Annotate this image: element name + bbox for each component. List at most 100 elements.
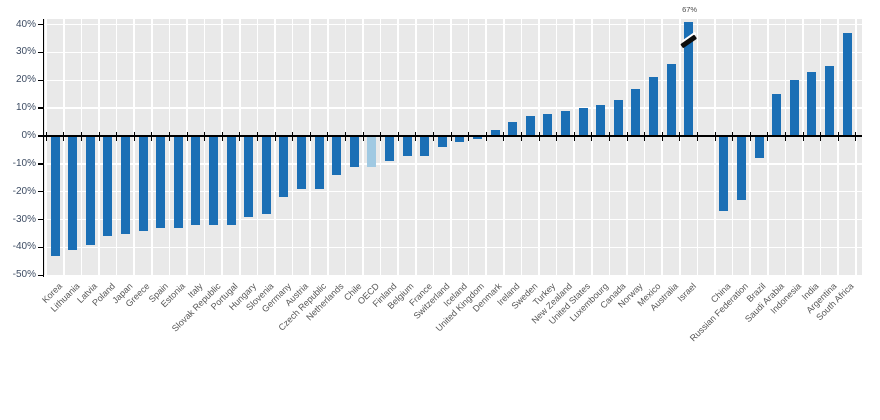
h-gridline [44,79,862,81]
v-gridline [591,19,593,276]
bar-argentina [824,66,834,135]
bar-oecd [367,137,377,167]
bar-belgium [402,137,412,156]
bar-china [719,137,729,212]
bar-latvia [85,137,95,245]
v-gridline [186,19,188,276]
y-axis-tick [37,79,44,81]
category-tick [732,131,734,141]
y-axis-tick [37,274,44,277]
y-axis-tick [37,23,44,26]
h-gridline [44,190,862,193]
bar-hungary [244,137,254,217]
category-tick [239,131,241,141]
category-tick [608,131,610,141]
category-tick [256,131,258,141]
category-tick [784,131,786,141]
y-axis-tick-label: 0% [21,130,36,141]
bar-slovak-republic [208,137,218,226]
v-gridline [802,19,804,276]
bar-denmark [490,130,500,135]
category-tick [644,131,646,141]
bar-mexico [648,77,658,135]
category-tick [485,131,487,141]
category-tick [661,131,663,141]
v-gridline [679,19,681,276]
bar-sweden [525,116,535,135]
v-gridline [344,19,347,276]
bar-italy [191,137,201,226]
category-tick [855,131,857,141]
bar-australia [666,63,676,135]
bar-israel [684,21,694,135]
bar-japan [120,137,130,234]
bar-slovenia [261,137,271,215]
bar-greece [138,137,148,231]
category-tick [133,131,135,141]
category-tick [380,131,382,141]
v-gridline [379,19,382,276]
bar-south-africa [842,32,852,135]
h-gridline [44,23,862,26]
v-gridline [643,19,646,276]
h-gridline [44,218,862,221]
bar-luxembourg [596,105,606,135]
category-tick [432,131,434,141]
v-gridline [784,19,787,276]
v-gridline [573,19,575,276]
bar-norway [631,88,641,135]
category-tick [168,131,170,141]
y-axis-tick-label: 20% [15,74,36,86]
h-gridline [44,274,862,277]
category-tick [309,131,311,141]
v-gridline [661,19,663,276]
bar-indonesia [789,80,799,135]
v-gridline [503,19,505,276]
category-tick [802,131,804,141]
category-tick [327,131,329,141]
bar-ireland [508,122,518,135]
bar-korea [50,137,60,256]
bar-france [420,137,430,156]
category-tick [591,131,593,141]
bar-new-zealand [560,110,570,135]
bar-switzerland [437,137,447,148]
category-tick [520,131,522,141]
v-gridline [555,19,558,276]
bar-germany [279,137,289,198]
v-gridline [133,19,135,276]
category-tick [450,131,452,141]
v-gridline [467,19,470,276]
bar-united-kingdom [472,137,482,139]
y-axis-tick-label: -40% [12,241,36,253]
x-axis-line [44,135,862,137]
v-gridline [696,19,699,276]
category-tick [626,131,628,141]
bar-estonia [173,137,183,228]
v-gridline [520,19,523,276]
category-tick [503,131,505,141]
h-gridline [44,107,862,109]
y-axis-tick [37,107,44,109]
y-axis-tick-label: 10% [15,102,36,114]
bar-netherlands [332,137,342,176]
v-gridline [98,19,100,276]
h-gridline [44,51,862,54]
category-tick [767,131,769,141]
bar-finland [384,137,394,162]
v-gridline [291,19,294,276]
category-tick [344,131,346,141]
bar-lithuania [68,137,78,251]
bar-brazil [754,137,764,159]
bar-poland [103,137,113,237]
category-tick [556,131,558,141]
y-axis-tick-label: -50% [12,269,36,281]
category-tick [679,131,681,141]
category-tick [696,131,698,141]
v-gridline [63,19,65,276]
v-gridline [256,19,259,276]
v-gridline [608,19,611,276]
h-gridline [44,163,862,165]
v-gridline [239,19,241,276]
